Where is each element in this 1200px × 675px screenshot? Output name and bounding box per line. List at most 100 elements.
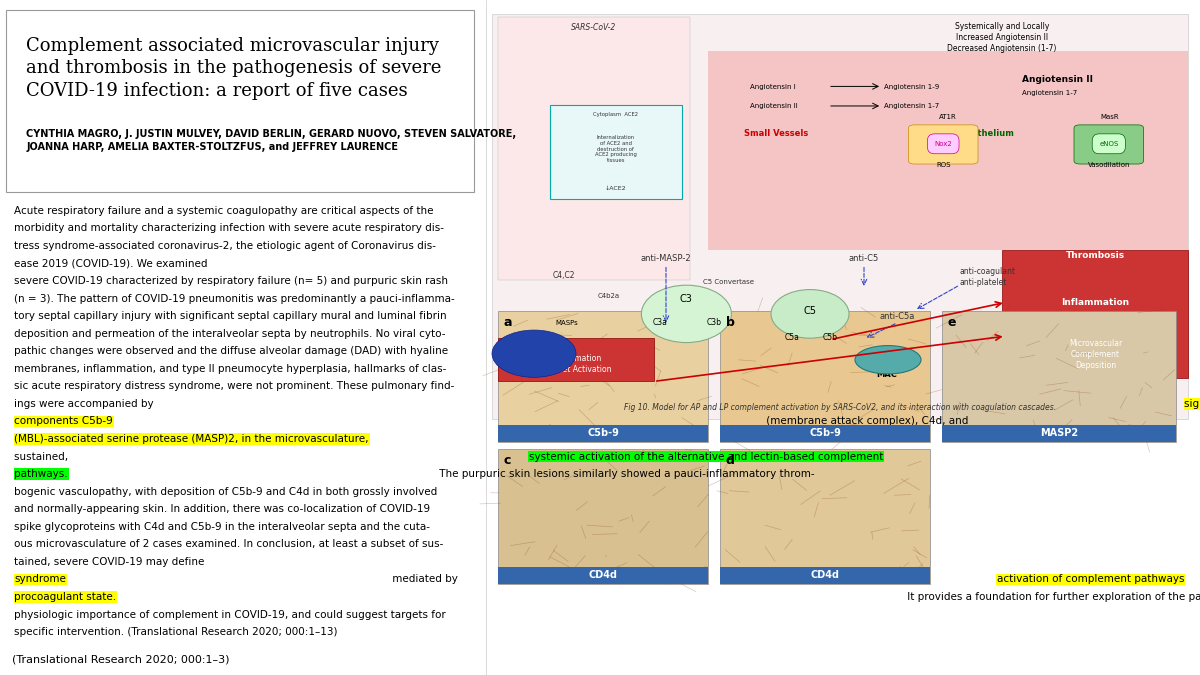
Text: CD4d: CD4d bbox=[810, 570, 840, 580]
Text: MASPs: MASPs bbox=[556, 321, 577, 326]
FancyBboxPatch shape bbox=[1002, 250, 1188, 378]
Text: and normally-appearing skin. In addition, there was co-localization of COVID-19: and normally-appearing skin. In addition… bbox=[14, 504, 431, 514]
Text: Small Vessels: Small Vessels bbox=[744, 130, 809, 138]
Circle shape bbox=[492, 330, 576, 377]
Text: Thrombosis: Thrombosis bbox=[1066, 251, 1126, 260]
Text: c: c bbox=[504, 454, 511, 467]
Text: Cytoplasm  ACE2: Cytoplasm ACE2 bbox=[593, 112, 638, 117]
Text: C4b2a: C4b2a bbox=[598, 294, 619, 299]
FancyBboxPatch shape bbox=[498, 17, 690, 280]
Ellipse shape bbox=[641, 285, 732, 343]
Text: AT1R: AT1R bbox=[940, 114, 956, 119]
Text: significant deposits of terminal complement: significant deposits of terminal complem… bbox=[1184, 399, 1200, 409]
Text: Angiotensin 1-7: Angiotensin 1-7 bbox=[1022, 90, 1078, 95]
Text: Endothelium: Endothelium bbox=[954, 130, 1014, 138]
Bar bbox=[720, 567, 930, 584]
FancyBboxPatch shape bbox=[708, 51, 1188, 250]
Text: C3: C3 bbox=[680, 294, 692, 304]
Text: anti-coagulant
anti-platelet: anti-coagulant anti-platelet bbox=[960, 267, 1016, 287]
Text: (Translational Research 2020; 000:1–3): (Translational Research 2020; 000:1–3) bbox=[12, 655, 229, 665]
Bar bbox=[498, 425, 708, 442]
Text: procoagulant state.: procoagulant state. bbox=[14, 592, 116, 602]
Text: MASP2: MASP2 bbox=[1040, 429, 1078, 438]
Text: Systemically and Locally
Increased Angiotensin II
Decreased Angiotensin (1-7): Systemically and Locally Increased Angio… bbox=[947, 22, 1057, 53]
Text: MasR: MasR bbox=[1100, 114, 1120, 119]
Text: deposition and permeation of the interalveolar septa by neutrophils. No viral cy: deposition and permeation of the interal… bbox=[14, 329, 446, 339]
Text: anti-MASP-2: anti-MASP-2 bbox=[641, 254, 691, 263]
Text: (MBL)-associated serine protease (MASP)2, in the microvasculature,: (MBL)-associated serine protease (MASP)2… bbox=[14, 434, 368, 444]
Text: tory septal capillary injury with significant septal capillary mural and luminal: tory septal capillary injury with signif… bbox=[14, 311, 448, 321]
Bar bbox=[498, 310, 708, 442]
Text: C5 Convertase: C5 Convertase bbox=[703, 279, 754, 284]
Bar bbox=[942, 425, 1176, 442]
Text: C5b-9: C5b-9 bbox=[809, 429, 841, 438]
Text: Angiotensin 1-7: Angiotensin 1-7 bbox=[884, 103, 940, 109]
Text: Fig 10. Model for AP and LP complement activation by SARS-CoV2, and its interact: Fig 10. Model for AP and LP complement a… bbox=[624, 404, 1056, 412]
Bar bbox=[498, 449, 708, 584]
Bar bbox=[942, 310, 1176, 442]
Text: Acute respiratory failure and a systemic coagulopathy are critical aspects of th: Acute respiratory failure and a systemic… bbox=[14, 206, 434, 216]
FancyBboxPatch shape bbox=[6, 10, 474, 192]
Text: Vasodilation: Vasodilation bbox=[1087, 163, 1130, 168]
Text: ous microvasculature of 2 cases examined. In conclusion, at least a subset of su: ous microvasculature of 2 cases examined… bbox=[14, 539, 444, 549]
Text: spike glycoproteins with C4d and C5b-9 in the interalveolar septa and the cuta-: spike glycoproteins with C4d and C5b-9 i… bbox=[14, 522, 431, 532]
Text: C5b-9: C5b-9 bbox=[587, 429, 619, 438]
Text: Angiotensin II: Angiotensin II bbox=[750, 103, 798, 109]
Text: systemic activation of the alternative and lectin-based complement: systemic activation of the alternative a… bbox=[529, 452, 883, 462]
FancyBboxPatch shape bbox=[492, 14, 1188, 418]
Text: Angiotensin I: Angiotensin I bbox=[750, 84, 796, 90]
Text: Microvascular
Complement
Deposition: Microvascular Complement Deposition bbox=[1069, 339, 1122, 370]
Bar bbox=[720, 425, 930, 442]
Bar bbox=[720, 310, 930, 442]
Text: mediated by: mediated by bbox=[389, 574, 461, 585]
Text: C5b: C5b bbox=[823, 333, 838, 342]
Text: The purpuric skin lesions similarly showed a pauci-inflammatory throm-: The purpuric skin lesions similarly show… bbox=[436, 469, 815, 479]
Text: a: a bbox=[504, 316, 512, 329]
Text: morbidity and mortality characterizing infection with severe acute respiratory d: morbidity and mortality characterizing i… bbox=[14, 223, 444, 234]
Text: C5: C5 bbox=[804, 306, 816, 316]
Text: b: b bbox=[726, 316, 734, 329]
Text: anti-C5a: anti-C5a bbox=[880, 312, 916, 321]
Text: (membrane attack complex), C4d, and: (membrane attack complex), C4d, and bbox=[763, 416, 972, 427]
Text: bogenic vasculopathy, with deposition of C5b-9 and C4d in both grossly involved: bogenic vasculopathy, with deposition of… bbox=[14, 487, 438, 497]
Text: CYNTHIA MAGRO, J. JUSTIN MULVEY, DAVID BERLIN, GERARD NUOVO, STEVEN SALVATORE,
J: CYNTHIA MAGRO, J. JUSTIN MULVEY, DAVID B… bbox=[26, 129, 516, 152]
Text: ROS: ROS bbox=[936, 163, 950, 168]
Text: syndrome: syndrome bbox=[14, 574, 66, 585]
Text: anti-C5: anti-C5 bbox=[848, 254, 880, 263]
Text: eNOS: eNOS bbox=[1099, 141, 1118, 146]
Text: Inflammation
Platelet Activation: Inflammation Platelet Activation bbox=[541, 354, 611, 374]
FancyBboxPatch shape bbox=[908, 125, 978, 164]
Text: C4,C2: C4,C2 bbox=[553, 271, 575, 280]
Text: Complement associated microvascular injury
and thrombosis in the pathogenesis of: Complement associated microvascular inju… bbox=[26, 37, 442, 99]
FancyBboxPatch shape bbox=[1074, 125, 1144, 164]
Text: d: d bbox=[726, 454, 734, 467]
Text: C5a: C5a bbox=[785, 333, 799, 342]
Bar bbox=[498, 567, 708, 584]
Text: tained, severe COVID-19 may define: tained, severe COVID-19 may define bbox=[14, 557, 208, 567]
Text: tress syndrome-associated coronavirus-2, the etiologic agent of Coronavirus dis-: tress syndrome-associated coronavirus-2,… bbox=[14, 241, 437, 251]
Text: Nox2: Nox2 bbox=[935, 141, 952, 146]
Text: membranes, inflammation, and type II pneumocyte hyperplasia, hallmarks of clas-: membranes, inflammation, and type II pne… bbox=[14, 364, 446, 374]
Text: Internalization
of ACE2 and
destruction of
ACE2 producing
tissues: Internalization of ACE2 and destruction … bbox=[595, 135, 636, 163]
Text: Angiotensin II: Angiotensin II bbox=[1022, 76, 1093, 84]
Text: MAC: MAC bbox=[876, 370, 898, 379]
Text: e: e bbox=[948, 316, 956, 329]
Text: activation of complement pathways: activation of complement pathways bbox=[997, 574, 1184, 585]
Text: (n = 3). The pattern of COVID-19 pneumonitis was predominantly a pauci-inflamma-: (n = 3). The pattern of COVID-19 pneumon… bbox=[14, 294, 455, 304]
Text: components C5b-9: components C5b-9 bbox=[14, 416, 113, 427]
Text: Inflammation: Inflammation bbox=[1062, 298, 1129, 307]
Bar bbox=[720, 449, 930, 584]
Text: It provides a foundation for further exploration of the patho-: It provides a foundation for further exp… bbox=[904, 592, 1200, 602]
Ellipse shape bbox=[772, 290, 850, 338]
Text: ease 2019 (COVID-19). We examined: ease 2019 (COVID-19). We examined bbox=[14, 259, 211, 269]
Text: C3b: C3b bbox=[707, 319, 721, 327]
Text: pathic changes were observed and the diffuse alveolar damage (DAD) with hyaline: pathic changes were observed and the dif… bbox=[14, 346, 449, 356]
Text: SARS-CoV-2: SARS-CoV-2 bbox=[571, 24, 617, 32]
Text: sic acute respiratory distress syndrome, were not prominent. These pulmonary fin: sic acute respiratory distress syndrome,… bbox=[14, 381, 455, 391]
Text: sustained,: sustained, bbox=[14, 452, 72, 462]
Text: pathways.: pathways. bbox=[14, 469, 68, 479]
Text: C3a: C3a bbox=[653, 319, 667, 327]
Text: CD4d: CD4d bbox=[588, 570, 618, 580]
Text: ↓ACE2: ↓ACE2 bbox=[605, 186, 626, 191]
Text: specific intervention. (Translational Research 2020; 000:1–13): specific intervention. (Translational Re… bbox=[14, 627, 338, 637]
